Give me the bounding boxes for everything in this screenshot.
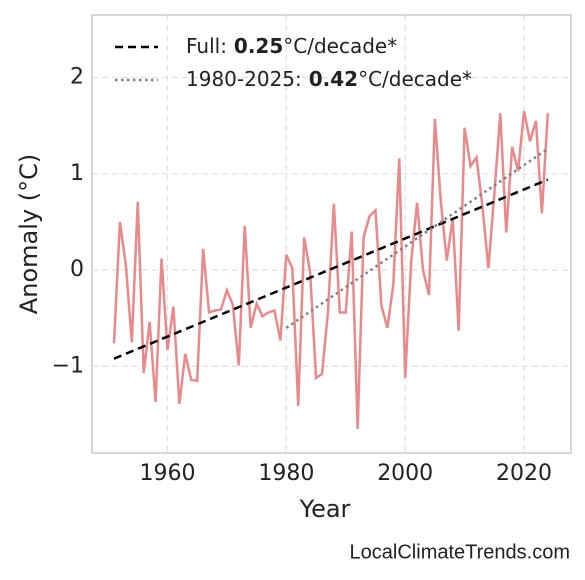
trend-line: [113, 178, 549, 360]
legend-slope: 0.42: [302, 67, 358, 91]
y-tick-label: 2: [70, 65, 84, 90]
trend-line: [285, 147, 549, 329]
legend-entry: 1980-2025: 0.42°C/decade*: [186, 67, 472, 91]
legend-unit: °C/decade*: [358, 67, 472, 91]
legend-entry: Full: 0.25°C/decade*: [186, 34, 397, 58]
legend-name: Full:: [186, 34, 227, 58]
y-tick-label: 1: [70, 161, 84, 186]
x-tick-label: 2020: [496, 461, 552, 486]
x-tick-label: 1980: [258, 461, 314, 486]
x-tick-label: 2000: [377, 461, 433, 486]
data-line: [112, 111, 550, 429]
y-axis-label: Anomaly (°C): [15, 154, 43, 314]
source: LocalClimateTrends.com: [350, 541, 570, 563]
legend-unit: °C/decade*: [283, 34, 397, 58]
y-tick-label: 0: [70, 257, 84, 282]
plot-frame: [91, 14, 572, 454]
x-axis-label: Year: [299, 495, 351, 523]
x-tick-label: 1960: [139, 461, 195, 486]
y-tick-label: −1: [52, 353, 84, 378]
legend-name: 1980-2025:: [186, 67, 302, 91]
legend-slope: 0.25: [227, 34, 283, 58]
